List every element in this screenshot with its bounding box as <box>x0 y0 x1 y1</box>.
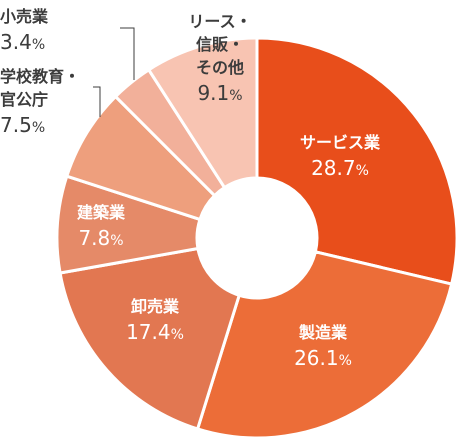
slice-label-name: 製造業 <box>298 323 348 342</box>
slices-group <box>55 36 459 440</box>
slice-label-value: 7.8% <box>78 226 123 250</box>
slice-1 <box>255 36 459 286</box>
leader-line <box>93 86 101 117</box>
leader-lines-group <box>93 27 135 117</box>
slice-label-value: 9.1% <box>197 81 242 105</box>
leader-line <box>120 27 135 80</box>
slice-label-name: リース・ <box>188 12 251 31</box>
slice-label-value: 3.4% <box>0 30 45 54</box>
slice-label-value: 7.5% <box>0 113 45 137</box>
slice-label-name: 建築業 <box>77 203 126 222</box>
slice-label-value: 26.1% <box>294 346 352 370</box>
slice-label-value: 28.7% <box>311 156 369 180</box>
slice-label-value: 17.4% <box>126 320 184 344</box>
slice-label-name: 学校教育・ <box>0 67 80 86</box>
slice-label-name: その他 <box>196 58 244 77</box>
slice-label-name: 信販・ <box>196 35 244 54</box>
slice-label-name: 官公庁 <box>0 90 48 109</box>
slice-3 <box>58 247 241 431</box>
slice-2 <box>196 250 454 440</box>
labels-group: サービス業 28.7% 製造業 26.1% 卸売業 17.4% 建築業 7.8% 学校教育・官公… <box>0 7 381 370</box>
slice-label-name: サービス業 <box>300 133 381 152</box>
slice-label-name: 卸売業 <box>131 297 180 316</box>
slice-7 <box>147 36 259 190</box>
slice-label-name: 小売業 <box>0 7 49 26</box>
